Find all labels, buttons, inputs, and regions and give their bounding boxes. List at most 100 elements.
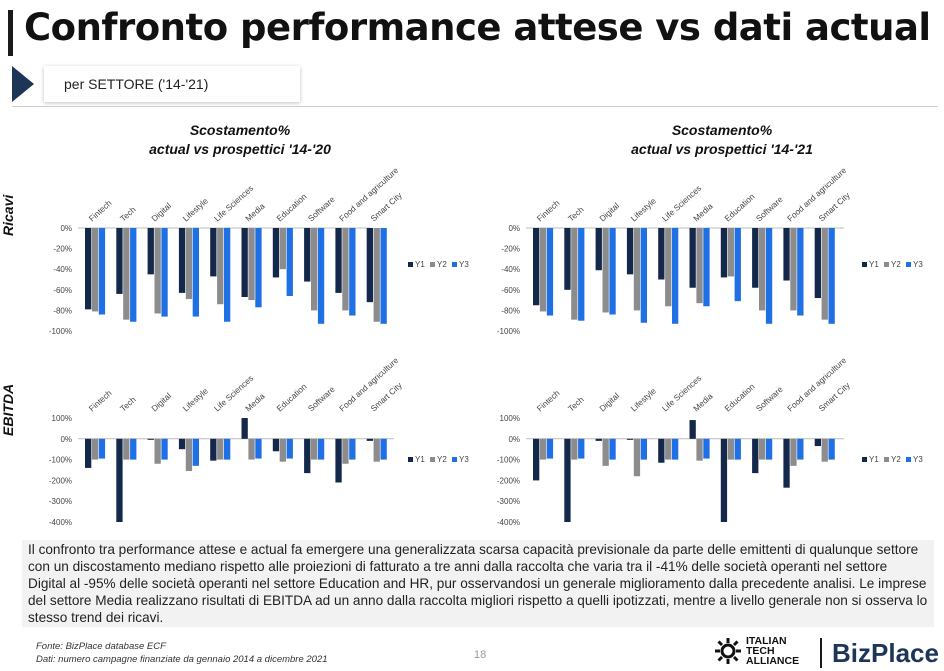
subtitle-arrow-icon [12, 66, 34, 102]
ricavi-14-21-ytick: -100% [497, 327, 520, 336]
subtitle-box [44, 66, 300, 102]
ebitda-14-20-bar-Y2 [279, 438, 286, 462]
page-subtitle: per SETTORE ('14-'21) [64, 76, 209, 92]
ebitda-14-21-bar-Y3 [672, 438, 679, 460]
ricavi-14-21-bar-Y1 [564, 228, 571, 290]
ricavi-14-21-ytick: 0% [508, 224, 520, 233]
ricavi-14-20-bar-Y2 [123, 228, 130, 320]
ebitda-14-21-ytick: 0% [508, 435, 520, 444]
page-title: Confronto performance attese vs dati act… [24, 6, 931, 49]
ebitda-14-21-bar-Y1 [533, 438, 540, 481]
ebitda-14-20-bar-Y2 [91, 438, 99, 460]
ricavi-14-21-category-label: Digital [597, 201, 621, 224]
ricavi-14-20-category-label: Fintech [87, 198, 114, 224]
ebitda-14-21-bar-Y1 [564, 438, 571, 522]
ricavi-14-20-bar-Y3 [98, 228, 106, 315]
ebitda-14-20-bar-Y3 [286, 438, 293, 459]
ebitda-14-21-category-label: Education [722, 381, 756, 413]
ebitda-14-20-bar-Y3 [192, 438, 199, 466]
ricavi-14-21-legend-swatch [862, 262, 867, 267]
ricavi-14-21-bar-Y3 [797, 228, 804, 316]
ebitda-14-20-bar-Y2 [217, 438, 224, 460]
ebitda-14-21-ytick: -200% [497, 476, 520, 485]
title-accent-bar [8, 10, 13, 56]
ebitda-14-20-bar-Y3 [161, 438, 168, 460]
ricavi-14-20-bar-Y1 [147, 228, 154, 275]
ebitda-14-21-legend-label: Y2 [891, 455, 901, 464]
ricavi-14-20-bar-Y3 [286, 228, 293, 296]
ricavi-14-21-bar-Y2 [602, 228, 609, 313]
ricavi-14-20-bar-Y1 [85, 228, 92, 310]
ebitda-14-20-bar-Y3 [349, 438, 356, 460]
ricavi-14-20-legend-label: Y2 [437, 260, 447, 269]
ricavi-14-21-legend-label: Y3 [913, 260, 923, 269]
ricavi-14-20-legend-label: Y1 [415, 260, 425, 269]
ricavi-14-21-bar-Y1 [783, 228, 790, 281]
ricavi-14-20-category-label: Lifestyle [181, 195, 211, 223]
ebitda-14-21-category-label: Tech [566, 394, 586, 413]
ricavi-14-20-legend-swatch [452, 262, 457, 267]
panel-title-right-line2: actual vs prospettici '14-'21 [631, 141, 813, 157]
ricavi-14-20-ytick: -100% [49, 327, 72, 336]
ebitda-14-21-bar-Y1 [595, 438, 602, 441]
ebitda-14-20-bar-Y2 [248, 438, 255, 460]
panel-title-left-line1: Scostamento% [189, 122, 291, 138]
ricavi-14-21-ytick: -20% [501, 245, 520, 254]
ricavi-14-21-ytick: -40% [501, 265, 520, 274]
italian-tech-alliance-text: ITALIAN TECH ALLIANCE [746, 635, 800, 667]
charts-canvas: 0% -20% -40% -60% -80% -100% Fintech Tech Digita… [49, 165, 923, 527]
commentary-paragraph: Il confronto tra performance attese e ac… [22, 540, 934, 627]
ricavi-14-20-category-label: Education [274, 191, 308, 223]
ebitda-14-20-legend-swatch [408, 457, 413, 462]
ebitda-14-21-bar-Y2 [790, 438, 797, 466]
ebitda-14-20-category-label: Lifestyle [181, 385, 211, 413]
logo-line-2: TECH [746, 645, 775, 657]
ebitda-14-20-bar-Y1 [85, 438, 92, 468]
logo-line-1: ITALIAN [746, 635, 787, 647]
ricavi-14-20-bar-Y3 [130, 228, 137, 322]
ricavi-14-21-bar-Y2 [539, 228, 547, 312]
ebitda-14-20-ytick: -200% [49, 476, 72, 485]
page-number: 18 [474, 649, 487, 661]
logo-line-3: ALLIANCE [746, 655, 800, 667]
ricavi-14-20-ytick: -40% [53, 265, 72, 274]
panel-title-left: Scostamento% actual vs prospettici '14-'… [110, 121, 370, 159]
ricavi-14-20-bar-Y3 [192, 228, 199, 317]
ebitda-14-21-bar-Y3 [765, 438, 773, 460]
ricavi-14-20-bar-Y2 [248, 228, 255, 301]
ricavi-14-21-bar-Y2 [790, 228, 797, 311]
ebitda-14-20-bar-Y3 [380, 438, 387, 460]
ebitda-14-21-ytick: -300% [497, 497, 520, 506]
ebitda-14-20-bar-Y2 [373, 438, 380, 462]
ebitda-14-20-bar-Y3 [224, 438, 231, 460]
ricavi-14-20-bar-Y3 [161, 228, 168, 317]
ebitda-14-21-bar-Y2 [571, 438, 578, 460]
italian-tech-alliance-logo: ITALIAN TECH ALLIANCE [714, 636, 799, 666]
ricavi-14-20-bar-Y2 [217, 228, 224, 305]
ricavi-14-20-bar-Y3 [255, 228, 262, 308]
ebitda-14-20-bar-Y1 [210, 438, 217, 461]
ricavi-14-20-bar-Y3 [317, 228, 325, 324]
ricavi-14-21-bar-Y1 [689, 228, 696, 288]
ebitda-14-20-bar-Y1 [366, 438, 373, 441]
ebitda-14-21-bar-Y2 [602, 438, 609, 466]
ebitda-14-21-category-label: Media [691, 391, 715, 414]
ricavi-14-21-category-label: Media [691, 201, 715, 224]
ebitda-14-20-ytick: -100% [49, 456, 72, 465]
ricavi-14-21-bar-Y2 [633, 228, 641, 311]
ricavi-14-21-bar-Y3 [828, 228, 835, 324]
ebitda-14-20-legend-swatch [452, 457, 457, 462]
ricavi-14-21-legend-swatch [884, 262, 889, 267]
ebitda-14-21-legend-swatch [906, 457, 911, 462]
ebitda-14-21-bar-Y1 [626, 438, 634, 440]
ebitda-14-20-bar-Y1 [178, 438, 186, 450]
ebitda-14-20-bar-Y2 [185, 438, 193, 472]
header-divider [12, 106, 938, 107]
ricavi-14-20-ytick: -60% [53, 286, 72, 295]
ebitda-14-20-legend-label: Y1 [415, 455, 425, 464]
ebitda-14-21-bar-Y1 [689, 420, 696, 439]
ricavi-14-21-bar-Y2 [571, 228, 578, 320]
ricavi-14-20-ytick: -80% [53, 306, 72, 315]
ricavi-14-21-category-label: Education [722, 191, 756, 223]
ricavi-14-20-bar-Y1 [366, 228, 373, 303]
